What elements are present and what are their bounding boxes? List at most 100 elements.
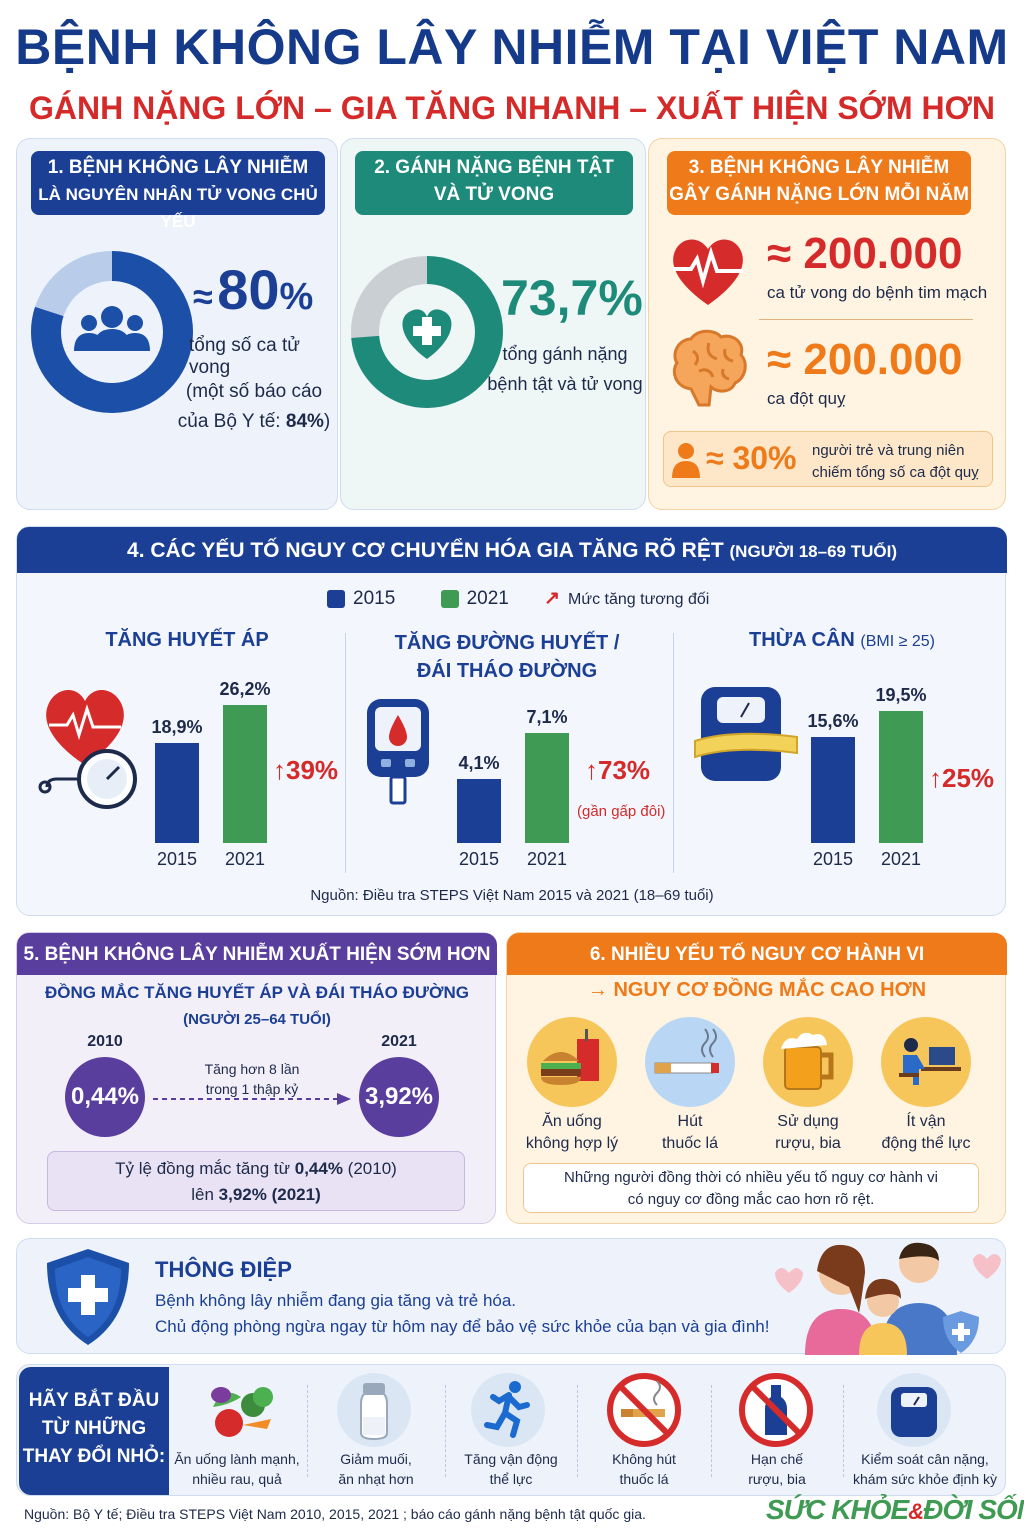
section-2-header-line1: 2. GÁNH NẶNG BỆNH TẬT bbox=[374, 157, 614, 178]
action-label-weight-1: Kiểm soát cân nặng, bbox=[861, 1451, 989, 1467]
chart-2-note: (gần gấp đôi) bbox=[577, 803, 666, 820]
no-alcohol-icon bbox=[739, 1373, 813, 1447]
section-6-note-line2: có nguy cơ đồng mắc cao hơn rõ rệt. bbox=[627, 1191, 875, 1208]
section-3-caption-3a: người trẻ và trung niên bbox=[812, 442, 965, 459]
up-arrow-icon: ↑ bbox=[929, 763, 942, 793]
section-1-value: ≈ 80% bbox=[193, 257, 313, 322]
heart-cross-icon bbox=[402, 309, 452, 359]
message-title: THÔNG ĐIỆP bbox=[155, 1257, 292, 1282]
brand-logo: SỨC KHỎE&ĐỜI SỐNG bbox=[766, 1494, 1024, 1526]
chart-1-change-value: 39% bbox=[286, 755, 339, 785]
risk-label-smoking-2: thuốc lá bbox=[661, 1135, 719, 1152]
section-2-value: 73,7% bbox=[501, 270, 643, 326]
section-5-arrow-line1: Tăng hơn 8 lần bbox=[204, 1061, 300, 1077]
section-4-title-note: (NGƯỜI 18–69 TUỔI) bbox=[729, 542, 897, 561]
section-5-summary-2a: lên bbox=[191, 1185, 219, 1204]
action-label-salt: Giảm muối, ăn nhạt hơn bbox=[309, 1449, 443, 1489]
section-5-summary-1b: 0,44% bbox=[294, 1159, 343, 1178]
up-arrow-icon: ↑ bbox=[273, 755, 286, 785]
action-label-alcohol-1: Hạn chế bbox=[750, 1451, 804, 1467]
blood-pressure-icon bbox=[38, 689, 137, 809]
legend-swatch-2021 bbox=[440, 589, 459, 608]
action-label-diet-2: nhiều rau, quả bbox=[192, 1471, 282, 1487]
chart-1-xtick-2021: 2021 bbox=[224, 849, 266, 869]
salt-shaker-icon bbox=[337, 1373, 411, 1447]
chart-2-xtick-2021: 2021 bbox=[526, 849, 568, 869]
section-5-arrow-text: Tăng hơn 8 lần trong 1 thập kỷ bbox=[167, 1059, 337, 1099]
brain-icon bbox=[672, 329, 747, 407]
chart-3-xtick-2021: 2021 bbox=[880, 849, 922, 869]
action-label-alcohol: Hạn chế rượu, bia bbox=[713, 1449, 841, 1489]
section-6-note-box: Những người đồng thời có nhiều yếu tố ng… bbox=[523, 1163, 979, 1213]
chart-2-plot: 4,1% 7,1% bbox=[457, 705, 577, 843]
section-4-source: Nguồn: Điều tra STEPS Việt Nam 2015 và 2… bbox=[310, 887, 714, 904]
section-3-value-2: ≈ 200.000 bbox=[767, 335, 963, 384]
section-5-summary-2b: 3,92% (2021) bbox=[218, 1185, 321, 1204]
page-subtitle: GÁNH NẶNG LỚN – GIA TĂNG NHANH – XUẤT HI… bbox=[28, 90, 996, 126]
risk-label-inactivity: Ít vận động thể lực bbox=[871, 1111, 981, 1155]
message-line-1: Bệnh không lây nhiễm đang gia tăng và tr… bbox=[155, 1291, 517, 1310]
section-5-summary-1c: (2010) bbox=[342, 1159, 397, 1178]
heart-rate-icon bbox=[673, 239, 743, 305]
people-group-icon bbox=[74, 306, 150, 351]
section-1-note: (một số báo cáo của Bộ Y tế: 84%) bbox=[169, 377, 339, 437]
chart-3-title-note: (BMI ≥ 25) bbox=[860, 633, 935, 650]
chart-divider-1 bbox=[345, 633, 346, 873]
chart-3-plot: 15,6% 19,5% bbox=[807, 685, 931, 843]
section-4-title: 4. CÁC YẾU TỐ NGUY CƠ CHUYỂN HÓA GIA TĂN… bbox=[127, 539, 724, 562]
action-label-alcohol-2: rượu, bia bbox=[748, 1471, 806, 1487]
chart-1-label-2015: 18,9% bbox=[151, 717, 203, 738]
actions-lead-1: HÃY BẮT ĐẦU bbox=[28, 1390, 160, 1411]
section-1-note-line1: (một số báo cáo bbox=[185, 381, 323, 402]
section-1-note-line2a: của Bộ Y tế: bbox=[177, 411, 286, 432]
section-4-legend: 2015 2021 ↗ Mức tăng tương đối bbox=[327, 587, 709, 610]
section-1-unit: % bbox=[279, 276, 314, 318]
up-arrow-icon: ↑ bbox=[585, 755, 598, 785]
section-2-caption-line1: tổng gánh nặng bbox=[502, 344, 628, 364]
chart-1-change: ↑39% bbox=[273, 755, 338, 786]
chart-3-bar-2015 bbox=[811, 737, 855, 843]
chart-1-bar-2021 bbox=[223, 705, 267, 843]
chart-3-change: ↑25% bbox=[929, 763, 994, 794]
section-5-summary-1a: Tỷ lệ đồng mắc tăng từ bbox=[115, 1159, 295, 1178]
risk-label-inactivity-2: động thể lực bbox=[881, 1135, 971, 1152]
message-panel: THÔNG ĐIỆP Bệnh không lây nhiễm đang gia… bbox=[16, 1238, 1006, 1355]
brand-logo-part1: SỨC KHỎE bbox=[766, 1494, 909, 1525]
section-3-caption-3: người trẻ và trung niên chiếm tổng số ca… bbox=[812, 440, 979, 484]
action-divider-2 bbox=[445, 1385, 446, 1477]
chart-2-title-line1: TĂNG ĐƯỜNG HUYẾT / bbox=[394, 632, 620, 654]
shield-cross-icon bbox=[47, 1249, 129, 1345]
brand-logo-part2: ĐỜI SỐNG bbox=[923, 1494, 1024, 1525]
legend-arrow-icon: ↗ bbox=[544, 588, 561, 609]
section-5-arrow-line2: trong 1 thập kỷ bbox=[205, 1081, 299, 1097]
person-icon bbox=[672, 443, 700, 478]
section-5-circle-2010: 0,44% bbox=[65, 1057, 145, 1137]
section-1-header-line1: 1. BỆNH KHÔNG LÂY NHIỄM bbox=[47, 157, 309, 178]
chart-1-plot: 18,9% 26,2% bbox=[151, 679, 273, 843]
section-4-header: 4. CÁC YẾU TỐ NGUY CƠ CHUYỂN HÓA GIA TĂN… bbox=[17, 527, 1007, 573]
risk-label-smoking-1: Hút bbox=[677, 1113, 703, 1130]
section-3-panel: 3. BỆNH KHÔNG LÂY NHIỄM GÂY GÁNH NẶNG LỚ… bbox=[648, 138, 1006, 510]
actions-lead: HÃY BẮT ĐẦU TỪ NHỮNG THAY ĐỔI NHỎ: bbox=[19, 1367, 169, 1495]
chart-1-xtick-2015: 2015 bbox=[156, 849, 198, 869]
section-2-caption: tổng gánh nặng bệnh tật và tử vong bbox=[487, 339, 643, 399]
action-divider-1 bbox=[307, 1385, 308, 1477]
legend-label-change: Mức tăng tương đối bbox=[568, 591, 710, 608]
section-1-donut bbox=[31, 251, 193, 413]
risk-label-smoking: Hút thuốc lá bbox=[635, 1111, 745, 1155]
section-3-header-line2: GÂY GÁNH NẶNG LỚN MỖI NĂM bbox=[669, 184, 969, 205]
action-label-diet: Ăn uống lành mạnh, nhiều rau, quả bbox=[167, 1449, 307, 1489]
glucose-meter-icon bbox=[367, 699, 429, 805]
action-label-no-smoking-2: thuốc lá bbox=[619, 1471, 669, 1487]
running-person-icon bbox=[471, 1373, 545, 1447]
action-divider-4 bbox=[711, 1385, 712, 1477]
chart-3-title-text: THỪA CÂN bbox=[749, 629, 855, 651]
section-4-panel: 4. CÁC YẾU TỐ NGUY CƠ CHUYỂN HÓA GIA TĂN… bbox=[16, 526, 1007, 916]
section-1-note-line2c: ) bbox=[323, 411, 331, 432]
scale-tape-icon bbox=[694, 687, 798, 781]
action-divider-5 bbox=[843, 1385, 844, 1477]
chart-2-change: ↑73% bbox=[585, 755, 650, 786]
chart-3-label-2015: 15,6% bbox=[807, 711, 859, 732]
section-6-sub: → NGUY CƠ ĐỒNG MẮC CAO HƠN bbox=[587, 979, 927, 1001]
chart-1-title: TĂNG HUYẾT ÁP bbox=[105, 629, 269, 651]
